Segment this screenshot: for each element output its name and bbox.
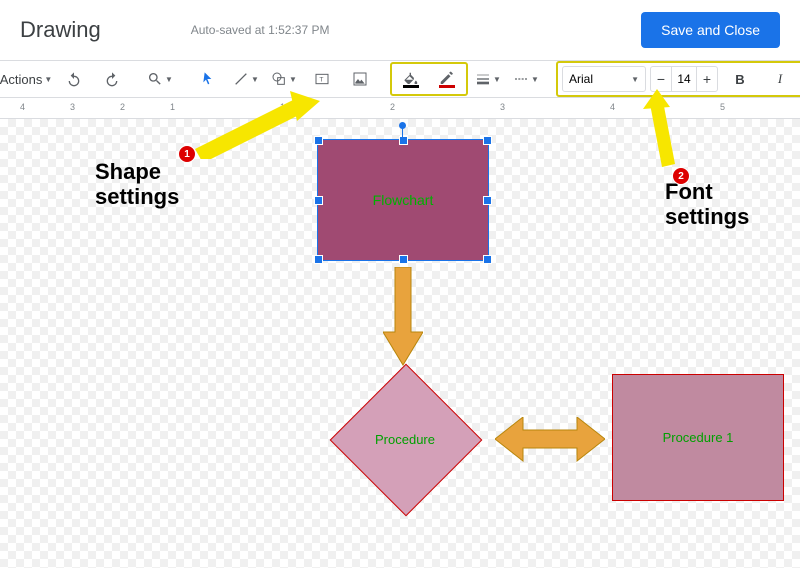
svg-text:T: T [319, 77, 323, 84]
pencil-icon [438, 70, 456, 88]
horizontal-ruler: 4 3 2 1 1 2 3 4 5 [0, 98, 800, 119]
flowchart-shape[interactable]: Flowchart [317, 139, 489, 261]
ruler-mark: 3 [500, 102, 505, 112]
header-bar: Drawing Auto-saved at 1:52:37 PM Save an… [0, 0, 800, 60]
border-color-button[interactable] [429, 65, 465, 93]
image-tool[interactable] [342, 65, 378, 93]
fill-color-swatch [403, 85, 419, 88]
shape-settings-highlight [390, 62, 468, 96]
resize-handle[interactable] [399, 136, 408, 145]
undo-button[interactable] [56, 65, 92, 93]
paint-bucket-icon [402, 70, 420, 88]
annotation-text: settings [665, 204, 749, 229]
font-size-increase[interactable]: + [697, 71, 717, 87]
italic-button[interactable]: I [762, 65, 798, 93]
drawing-canvas[interactable]: Shape settings 1 Font settings 2 Flowcha… [0, 119, 800, 568]
callout-number-1: 1 [178, 145, 196, 163]
line-tool[interactable]: ▼ [228, 65, 264, 93]
annotation-text: Shape [95, 159, 161, 184]
ruler-mark: 3 [70, 102, 75, 112]
shape-settings-annotation: Shape settings [95, 159, 179, 210]
save-and-close-button[interactable]: Save and Close [641, 12, 780, 48]
flowchart-label: Flowchart [373, 192, 434, 208]
font-family-select[interactable]: Arial▼ [562, 66, 646, 92]
resize-handle[interactable] [399, 255, 408, 264]
shape-tool[interactable]: ▼ [266, 65, 302, 93]
font-size-value[interactable]: 14 [671, 67, 697, 91]
resize-handle[interactable] [314, 136, 323, 145]
border-dash-button[interactable]: ▼ [508, 65, 544, 93]
ruler-mark: 2 [390, 102, 395, 112]
font-size-control: − 14 + [650, 66, 718, 92]
flow-arrow-double[interactable] [495, 417, 605, 462]
fill-color-button[interactable] [393, 65, 429, 93]
ruler-mark: 4 [610, 102, 615, 112]
app-title: Drawing [20, 17, 101, 43]
resize-handle[interactable] [483, 136, 492, 145]
redo-button[interactable] [94, 65, 130, 93]
procedure-diamond-shape[interactable]: Procedure [330, 364, 480, 514]
annotation-text: Font [665, 179, 713, 204]
flow-arrow-down[interactable] [383, 267, 423, 367]
font-name-label: Arial [569, 72, 593, 86]
font-settings-highlight: Arial▼ − 14 + B I U A ▼ ▼ [556, 61, 800, 97]
ruler-mark: 5 [720, 102, 725, 112]
resize-handle[interactable] [483, 255, 492, 264]
procedure-label: Procedure [375, 432, 435, 447]
callout-number-2: 2 [672, 167, 690, 185]
actions-menu[interactable]: Actions▼ [8, 65, 44, 93]
font-size-decrease[interactable]: − [651, 71, 671, 87]
bold-button[interactable]: B [722, 65, 758, 93]
resize-handle[interactable] [483, 196, 492, 205]
ruler-mark: 1 [280, 102, 285, 112]
font-settings-annotation: Font settings [665, 179, 749, 230]
procedure1-shape[interactable]: Procedure 1 [612, 374, 784, 501]
actions-label: Actions [0, 72, 42, 87]
border-weight-button[interactable]: ▼ [470, 65, 506, 93]
annotation-text: settings [95, 184, 179, 209]
toolbar: Actions▼ ▼ ▼ ▼ T ▼ ▼ Arial▼ − 14 + [0, 60, 800, 98]
autosave-status: Auto-saved at 1:52:37 PM [191, 23, 641, 37]
resize-handle[interactable] [314, 196, 323, 205]
resize-handle[interactable] [314, 255, 323, 264]
select-tool[interactable] [190, 65, 226, 93]
border-color-swatch [439, 85, 455, 88]
zoom-button[interactable]: ▼ [142, 65, 178, 93]
ruler-mark: 4 [20, 102, 25, 112]
procedure1-label: Procedure 1 [663, 430, 734, 445]
ruler-mark: 2 [120, 102, 125, 112]
textbox-tool[interactable]: T [304, 65, 340, 93]
ruler-mark: 1 [170, 102, 175, 112]
rotate-stem [402, 128, 403, 138]
